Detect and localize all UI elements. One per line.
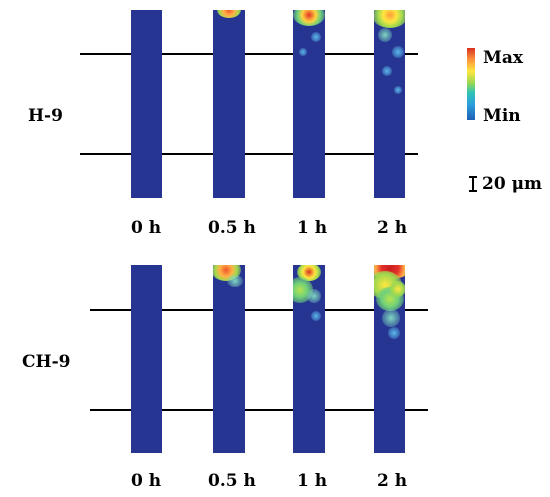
time-label-1h-bottom: 1 h	[297, 471, 328, 491]
color-gradient-bar	[467, 48, 475, 120]
time-label-0.5h-bottom: 0.5 h	[208, 471, 256, 491]
time-label-2h-bottom: 2 h	[377, 471, 408, 491]
time-label-2h-top: 2 h	[377, 218, 408, 238]
concentration-strip-0.5h	[213, 265, 245, 453]
concentration-strip-1h	[293, 265, 325, 453]
boundary-line-lower	[80, 153, 418, 155]
concentration-strip-1h	[293, 10, 325, 198]
scale-bar-label: 20 μm	[482, 174, 543, 194]
time-label-0.5h-top: 0.5 h	[208, 218, 256, 238]
time-label-0h-top: 0 h	[131, 218, 162, 238]
legend-max-label: Max	[483, 48, 523, 68]
legend-min-label: Min	[483, 106, 521, 126]
boundary-line-upper	[80, 53, 418, 55]
concentration-strip-0.5h	[213, 10, 245, 198]
scale-bar-icon	[469, 176, 477, 192]
sample-label-bottom: CH-9	[22, 352, 71, 372]
concentration-strip-2h	[374, 10, 405, 198]
sample-label-top: H-9	[28, 106, 63, 126]
concentration-strip-2h	[374, 265, 405, 453]
concentration-strip-0h	[131, 10, 162, 198]
time-label-1h-top: 1 h	[297, 218, 328, 238]
time-label-0h-bottom: 0 h	[131, 471, 162, 491]
boundary-line-lower	[90, 409, 428, 411]
concentration-strip-0h	[131, 265, 162, 453]
boundary-line-upper	[90, 309, 428, 311]
